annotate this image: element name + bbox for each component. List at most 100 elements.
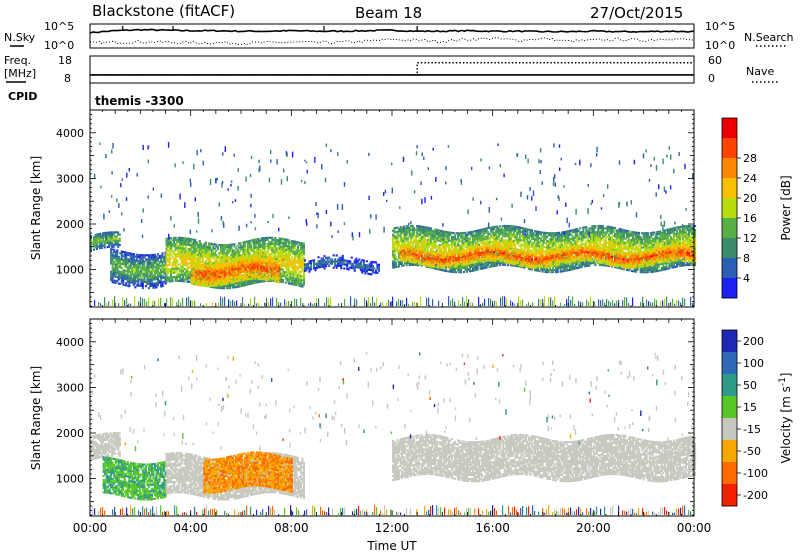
power-echo-cell bbox=[231, 253, 234, 256]
power-echo-cell bbox=[174, 247, 177, 250]
power-echo-cell bbox=[201, 274, 204, 277]
power-echo-cell bbox=[180, 253, 183, 256]
power-echo-cell bbox=[359, 265, 362, 268]
power-echo-cell bbox=[171, 278, 174, 281]
power-echo-cell bbox=[447, 237, 450, 240]
power-echo-cell bbox=[209, 259, 212, 262]
power-echo-cell bbox=[410, 233, 413, 236]
power-echo-cell bbox=[414, 245, 417, 248]
power-echo-cell bbox=[231, 282, 234, 285]
power-echo-cell bbox=[227, 248, 230, 251]
power-echo-cell bbox=[183, 257, 186, 260]
power-echo-cell bbox=[399, 232, 402, 235]
power-echo-cell bbox=[355, 265, 358, 268]
power-echo-cell bbox=[94, 242, 97, 245]
power-echo-cell bbox=[251, 253, 254, 256]
power-echo-cell bbox=[113, 254, 116, 257]
power-echo-cell bbox=[111, 248, 114, 251]
power-echo-cell bbox=[266, 243, 269, 246]
power-echo-cell bbox=[138, 274, 141, 277]
power-echo-cell bbox=[125, 259, 128, 262]
power-echo-cell bbox=[195, 271, 198, 274]
power-echo-cell bbox=[231, 275, 234, 278]
power-echo-cell bbox=[301, 269, 304, 272]
power-echo-cell bbox=[140, 258, 143, 261]
power-echo-cell bbox=[296, 276, 299, 279]
power-echo-cell bbox=[185, 241, 188, 244]
power-echo-cell bbox=[141, 274, 144, 277]
power-echo-cell bbox=[323, 255, 326, 258]
power-echo-cell bbox=[129, 252, 132, 255]
power-echo-cell bbox=[407, 262, 410, 265]
power-echo-cell bbox=[242, 282, 245, 285]
power-echo-cell bbox=[140, 270, 143, 273]
power-echo-cell bbox=[171, 261, 174, 264]
power-echo-cell bbox=[253, 279, 256, 282]
power-echo-cell bbox=[141, 280, 144, 283]
power-echo-cell bbox=[341, 259, 344, 262]
power-echo-cell bbox=[114, 271, 117, 274]
power-echo-cell bbox=[392, 266, 395, 269]
power-echo-cell bbox=[149, 258, 152, 261]
power-echo-cell bbox=[239, 263, 242, 266]
power-echo-cell bbox=[269, 253, 272, 256]
power-echo-cell bbox=[123, 251, 126, 254]
power-echo-cell bbox=[93, 244, 96, 247]
power-echo-cell bbox=[223, 270, 226, 273]
power-echo-cell bbox=[271, 236, 274, 239]
power-echo-cell bbox=[229, 267, 232, 270]
power-echo-cell bbox=[298, 276, 301, 279]
power-echo-cell bbox=[272, 269, 275, 272]
power-echo-cell bbox=[258, 259, 261, 262]
power-echo-cell bbox=[131, 281, 134, 284]
power-echo-cell bbox=[255, 257, 258, 260]
power-echo-cell bbox=[260, 245, 263, 248]
power-echo-cell bbox=[278, 243, 281, 246]
power-echo-cell bbox=[334, 260, 337, 263]
power-echo-cell bbox=[239, 279, 242, 282]
power-echo-cell bbox=[193, 281, 196, 284]
power-echo-cell bbox=[97, 237, 100, 240]
power-echo-cell bbox=[272, 247, 275, 250]
power-echo-cell bbox=[134, 280, 137, 283]
power-echo-cell bbox=[153, 253, 156, 256]
power-echo-cell bbox=[134, 255, 137, 258]
power-echo-cell bbox=[196, 283, 199, 286]
power-echo-cell bbox=[247, 240, 250, 243]
power-echo-cell bbox=[254, 271, 257, 274]
power-echo-cell bbox=[298, 262, 301, 265]
power-echo-cell bbox=[223, 279, 226, 282]
power-echo-cell bbox=[280, 264, 283, 267]
power-echo-cell bbox=[278, 253, 281, 256]
power-echo-cell bbox=[420, 246, 423, 249]
power-echo-cell bbox=[176, 279, 179, 282]
power-echo-cell bbox=[204, 274, 207, 277]
power-echo-cell bbox=[177, 251, 180, 254]
power-echo-cell bbox=[245, 257, 248, 260]
power-echo-cell bbox=[247, 283, 250, 286]
power-echo-cell bbox=[278, 264, 281, 267]
power-echo-cell bbox=[292, 277, 295, 280]
power-echo-cell bbox=[168, 261, 171, 264]
power-echo-cell bbox=[176, 261, 179, 264]
power-echo-cell bbox=[209, 256, 212, 259]
power-echo-cell bbox=[211, 262, 214, 265]
power-echo-cell bbox=[396, 241, 399, 244]
power-echo-cell bbox=[243, 258, 246, 261]
power-echo-cell bbox=[249, 265, 252, 268]
power-echo-cell bbox=[428, 239, 431, 242]
power-echo-cell bbox=[219, 246, 222, 249]
power-echo-cell bbox=[229, 261, 232, 264]
power-echo-cell bbox=[254, 238, 257, 241]
power-echo-cell bbox=[273, 257, 276, 260]
power-echo-cell bbox=[150, 274, 153, 277]
power-echo-cell bbox=[116, 251, 119, 254]
power-echo-cell bbox=[210, 286, 213, 289]
power-echo-cell bbox=[238, 281, 241, 284]
power-echo-cell bbox=[239, 271, 242, 274]
power-echo-cell bbox=[289, 253, 292, 256]
power-echo-cell bbox=[207, 268, 210, 271]
power-echo-cell bbox=[287, 255, 290, 258]
power-echo-cell bbox=[226, 280, 229, 283]
power-echo-cell bbox=[275, 258, 278, 261]
